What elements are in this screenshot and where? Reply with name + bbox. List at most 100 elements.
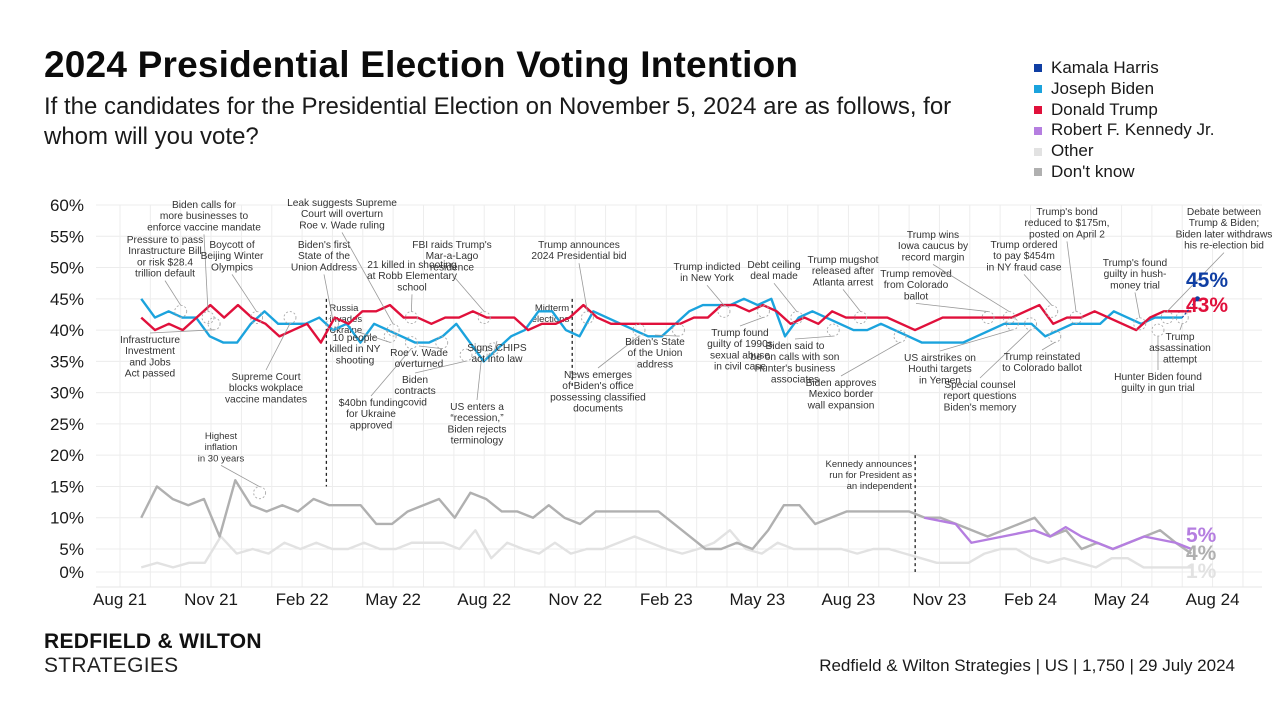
annotation-label: released after	[812, 266, 875, 277]
annotation-marker	[404, 311, 418, 325]
annotation-label: of Biden's office	[562, 381, 634, 392]
annotation-leader	[654, 334, 679, 337]
annotation-leader	[578, 263, 588, 312]
legend-swatch-dont-know	[1034, 168, 1042, 177]
annotation-leader	[979, 329, 1031, 379]
annotation-label: Beijing Winter	[201, 251, 264, 262]
y-tick-label: 10%	[50, 509, 84, 528]
legend-item-biden: Joseph Biden	[1034, 79, 1214, 100]
annotation-leader	[164, 280, 182, 306]
annotation-label: ballot	[904, 291, 929, 302]
annotation-leader	[915, 303, 989, 312]
x-tick-label: Aug 24	[1186, 590, 1240, 609]
annotation-label: from Colorado	[884, 280, 949, 291]
grid	[96, 204, 1262, 588]
annotation-label: US enters a	[450, 402, 504, 413]
y-tick-label: 60%	[50, 196, 84, 215]
annotation-label: 10 people	[333, 333, 378, 344]
annotation-label: overturned	[395, 359, 444, 370]
annotation-leader	[597, 335, 640, 369]
annotation-marker	[477, 311, 491, 325]
brand-logo: REDFIELD & WILTON STRATEGIES	[44, 630, 262, 678]
annotation-leader	[1066, 241, 1077, 312]
annotation-label: Trump's found	[1103, 258, 1168, 269]
annotation-label: reduced to $175m,	[1025, 218, 1110, 229]
annotation-label: Biden's memory	[944, 402, 1018, 413]
annotation-leader	[451, 274, 485, 312]
annotation-leader	[231, 274, 257, 312]
legend-swatch-biden	[1034, 85, 1042, 94]
annotation-marker	[283, 311, 297, 325]
x-tick-label: Aug 22	[457, 590, 511, 609]
annotation-label: record margin	[902, 252, 965, 263]
annotation-label: Inrastructure Bill	[128, 246, 202, 257]
annotation-leader	[1041, 342, 1055, 351]
annotation-leader	[418, 345, 442, 349]
annotation-marker	[580, 311, 594, 325]
annotation-label: Act passed	[125, 369, 176, 380]
annotation-label: Biden approves	[806, 378, 877, 389]
annotation-marker	[717, 304, 731, 318]
annotation-label: Hunter Biden found	[1114, 372, 1202, 383]
end-label: 43%	[1186, 294, 1228, 317]
annotation-leader	[794, 335, 834, 340]
end-label: 5%	[1186, 524, 1217, 547]
legend-item-other: Other	[1034, 141, 1214, 162]
annotation-label: or risk $28.4	[137, 257, 193, 268]
annotation-label: Special counsel	[944, 380, 1015, 391]
annotation-leader	[739, 316, 764, 327]
annotation-label: wall expansion	[807, 400, 875, 411]
annotation-label: Court will overturn	[301, 209, 383, 220]
annotation-marker	[1069, 311, 1083, 325]
annotation-marker	[326, 317, 339, 331]
annotation-label: Trump reinstated	[1004, 352, 1081, 363]
annotation-leader	[323, 274, 333, 318]
annotation-label: $40bn funding	[339, 398, 404, 409]
annotation-leader	[220, 465, 260, 488]
annotation-label: in NY fraud case	[986, 262, 1061, 273]
x-tick-label: Feb 23	[640, 590, 693, 609]
annotation-label: Biden	[402, 375, 428, 386]
annotation-marker	[201, 311, 215, 325]
annotation-leader	[265, 323, 291, 371]
annotation-label: Highest	[205, 431, 238, 442]
legend: Kamala Harris Joseph Biden Donald Trump …	[1034, 58, 1214, 183]
end-label: 4%	[1186, 542, 1217, 565]
annotation-label: Hunter's business	[755, 363, 836, 374]
annotation-label: in Yemen	[919, 375, 961, 386]
annotation-label: to Colorado ballot	[1002, 363, 1082, 374]
annotation-marker	[1002, 311, 1016, 325]
end-labels: 45%43% 5%4%1%	[1168, 269, 1228, 583]
legend-label: Kamala Harris	[1051, 58, 1159, 77]
annotation-leader	[476, 361, 482, 401]
annotation-label: money trial	[1110, 280, 1160, 291]
annotation-label: deal made	[750, 271, 798, 282]
annotation-label: guilty of 1990s	[707, 339, 773, 350]
annotation-marker	[386, 323, 400, 337]
annotation-label: residence	[430, 262, 475, 273]
annotation-label: Biden said to	[766, 341, 825, 352]
chart-title: 2024 Presidential Election Voting Intent…	[44, 44, 799, 85]
annotation-label: 21 killed in shooting	[367, 260, 457, 271]
event-marker-label: Kennedy announces	[826, 459, 913, 470]
annotation-marker	[1160, 311, 1174, 325]
annotation-label: posted on April 2	[1029, 229, 1105, 240]
annotation-label: trillion default	[135, 269, 195, 280]
annotation-label: of the Union	[628, 348, 683, 359]
legend-label: Joseph Biden	[1051, 78, 1155, 98]
annotation-label: guilty in hush-	[1104, 269, 1167, 280]
annotation-label: Mexico border	[809, 389, 874, 400]
annotation-leader	[149, 329, 215, 334]
annotation-leader	[341, 232, 394, 325]
series-line-other	[140, 529, 1192, 569]
x-tick-label: Nov 22	[548, 590, 602, 609]
x-tick-label: Feb 22	[276, 590, 329, 609]
annotation-label: Pressure to pass	[127, 235, 203, 246]
annotation-leader	[932, 264, 1010, 312]
annotation-marker	[790, 311, 804, 325]
legend-swatch-trump	[1034, 105, 1042, 114]
annotation-leader	[1134, 292, 1141, 318]
annotation-marker	[1133, 317, 1147, 331]
annotation-label: Boycott of	[209, 240, 254, 251]
